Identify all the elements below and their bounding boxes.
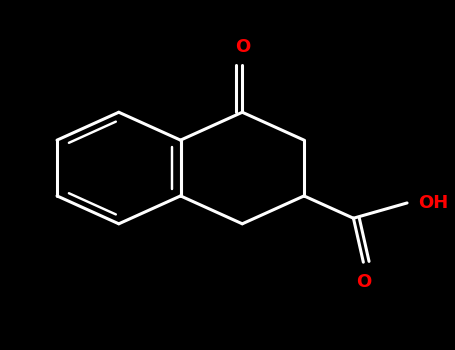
- Text: OH: OH: [418, 194, 449, 212]
- Text: O: O: [356, 273, 371, 290]
- Text: O: O: [235, 38, 250, 56]
